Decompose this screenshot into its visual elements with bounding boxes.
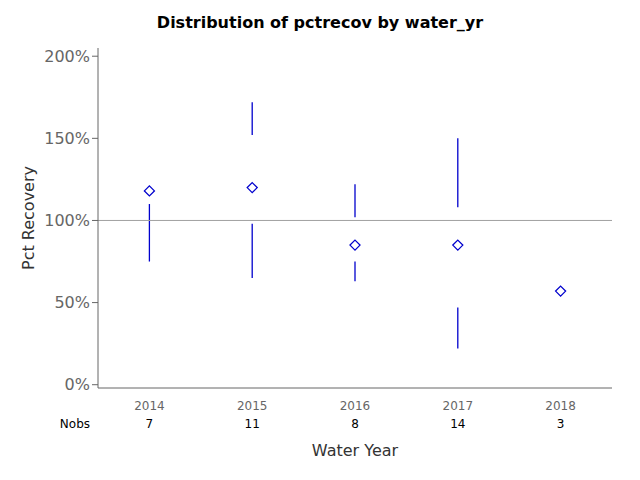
svg-text:2016: 2016 bbox=[340, 399, 371, 413]
svg-text:2014: 2014 bbox=[134, 399, 165, 413]
svg-text:3: 3 bbox=[557, 417, 565, 431]
svg-text:100%: 100% bbox=[44, 211, 90, 230]
svg-text:150%: 150% bbox=[44, 129, 90, 148]
svg-text:200%: 200% bbox=[44, 47, 90, 66]
svg-text:11: 11 bbox=[245, 417, 260, 431]
svg-text:7: 7 bbox=[146, 417, 154, 431]
html-text:Distribution of pctrecov by wa: Distribution of pctrecov by water_yr bbox=[156, 13, 484, 32]
svg-text:Pct Recovery: Pct Recovery bbox=[19, 166, 38, 270]
svg-text:8: 8 bbox=[351, 417, 359, 431]
svg-text:2017: 2017 bbox=[443, 399, 474, 413]
svg-text:14: 14 bbox=[450, 417, 465, 431]
svg-text:2018: 2018 bbox=[545, 399, 576, 413]
svg-text:Nobs: Nobs bbox=[60, 417, 90, 431]
svg-text:50%: 50% bbox=[54, 293, 90, 312]
svg-text:2015: 2015 bbox=[237, 399, 268, 413]
svg-text:0%: 0% bbox=[65, 375, 90, 394]
svg-text:Water Year: Water Year bbox=[312, 441, 399, 460]
